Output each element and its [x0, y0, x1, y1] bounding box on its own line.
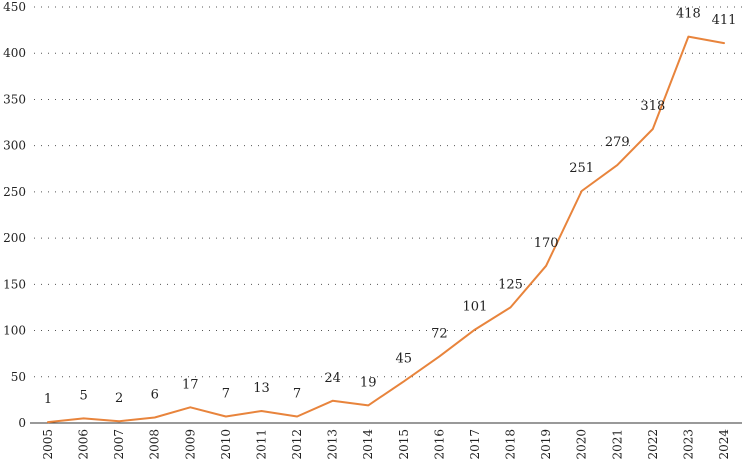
data-label: 17: [182, 377, 199, 392]
x-tick-label: 2017: [468, 429, 482, 460]
data-label: 1: [44, 392, 52, 407]
y-tick-label: 50: [11, 370, 26, 384]
y-tick-label: 300: [3, 139, 26, 153]
x-tick-label: 2024: [717, 429, 731, 460]
x-tick-label: 2023: [681, 429, 695, 460]
data-label: 6: [151, 387, 159, 402]
x-tick-label: 2016: [432, 429, 446, 460]
y-tick-label: 450: [3, 0, 26, 14]
data-label: 411: [712, 13, 737, 28]
x-tick-label: 2022: [646, 429, 660, 460]
x-tick-label: 2005: [41, 429, 55, 460]
data-label: 251: [569, 161, 594, 176]
x-tick-label: 2010: [219, 429, 233, 460]
data-label: 7: [222, 387, 230, 402]
x-tick-label: 2021: [610, 429, 624, 460]
data-label: 125: [498, 277, 523, 292]
x-tick-label: 2014: [361, 429, 375, 460]
y-axis-tick-labels: 0 50 100 150 200 250 300 350 400 450: [3, 0, 26, 430]
data-label: 13: [253, 381, 270, 396]
data-label: 5: [79, 388, 87, 403]
y-tick-label: 100: [3, 324, 26, 338]
data-label: 170: [534, 236, 559, 251]
x-tick-label: 2015: [397, 429, 411, 460]
series-line: [47, 35, 725, 424]
x-tick-label: 2011: [254, 429, 268, 460]
data-label: 45: [396, 351, 413, 366]
x-tick-label: 2008: [148, 429, 162, 460]
data-label: 318: [640, 99, 665, 114]
y-tick-label: 400: [3, 46, 26, 60]
data-label: 19: [360, 375, 377, 390]
x-tick-label: 2009: [183, 429, 197, 460]
data-label: 418: [676, 7, 701, 22]
series: [47, 35, 725, 424]
grid-lines: [34, 6, 742, 378]
x-tick-label: 2007: [112, 429, 126, 460]
data-label: 2: [115, 391, 123, 406]
y-tick-label: 250: [3, 185, 26, 199]
x-axis-tick-labels: 2005 2006 2007 2008 2009 2010 2011 2012 2013 2014…: [41, 429, 731, 460]
y-tick-label: 150: [3, 277, 26, 291]
x-tick-label: 2019: [539, 429, 553, 460]
data-label: 279: [605, 135, 630, 150]
x-tick-label: 2006: [77, 429, 91, 460]
data-label: 72: [431, 326, 448, 341]
data-label: 101: [463, 300, 488, 315]
data-labels: 1 5 2 6 17 7 13 7 24 19 45 72 101 125 170 251 279 318 418 4…: [44, 7, 737, 407]
x-tick-label: 2018: [504, 429, 518, 460]
y-tick-label: 200: [3, 231, 26, 245]
y-tick-label: 0: [18, 416, 26, 430]
y-tick-label: 350: [3, 92, 26, 106]
x-tick-label: 2020: [575, 429, 589, 460]
x-tick-label: 2013: [326, 429, 340, 460]
data-label: 7: [293, 387, 301, 402]
x-tick-label: 2012: [290, 429, 304, 460]
data-label: 24: [324, 371, 341, 386]
